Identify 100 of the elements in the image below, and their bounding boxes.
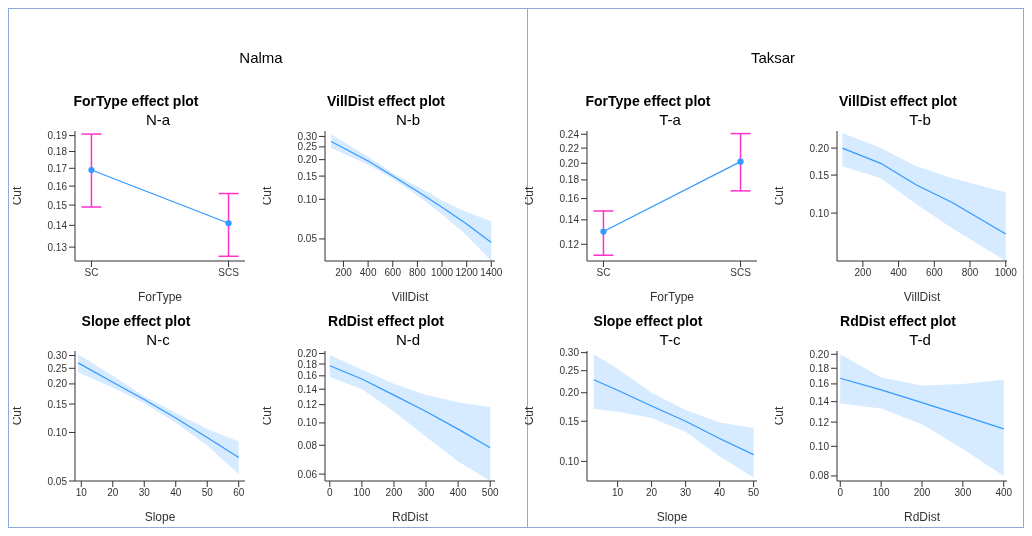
y-tick-label: 0.15 (559, 415, 580, 427)
chart-title: Slope effect plot (81, 313, 191, 329)
x-tick-label: 100 (872, 487, 890, 499)
chart-subtitle: T-b (908, 111, 932, 128)
x-axis-title: RdDist (903, 510, 941, 524)
x-tick-label: 30 (138, 487, 151, 499)
chart-subtitle: N-d (394, 331, 422, 348)
y-tick-label: 0.25 (297, 141, 318, 153)
y-tick-label: 0.12 (809, 416, 830, 428)
y-axis-title: Cut (260, 186, 275, 206)
y-tick-label: 0.22 (559, 142, 580, 154)
y-tick-label: 0.08 (809, 470, 830, 482)
x-tick-label: 10 (75, 487, 88, 499)
x-tick-label: 40 (170, 487, 182, 499)
y-tick-label: 0.20 (559, 387, 580, 399)
x-tick-label: 20 (646, 487, 658, 499)
chart-title: Slope effect plot (593, 313, 703, 329)
y-tick-label: 0.18 (47, 146, 68, 158)
y-tick-label: 0.20 (809, 348, 830, 360)
x-tick-label: 60 (233, 487, 245, 499)
x-axis-title: VillDist (903, 290, 941, 304)
y-tick-label: 0.14 (809, 396, 830, 408)
y-axis-title: Cut (522, 186, 537, 206)
x-tick-label: 0 (837, 487, 844, 499)
chart-subtitle: N-b (394, 111, 422, 128)
x-tick-label: 40 (714, 487, 726, 499)
y-tick-label: 0.20 (297, 348, 318, 360)
x-tick-label: 200 (385, 487, 403, 499)
chart-subtitle: T-d (908, 331, 932, 348)
x-tick-label: 100 (353, 487, 371, 499)
x-axis-title: RdDist (391, 510, 429, 524)
chart-subtitle: N-a (144, 111, 172, 128)
y-tick-label: 0.19 (47, 130, 68, 142)
y-tick-label: 0.18 (809, 362, 830, 374)
y-tick-label: 0.20 (809, 142, 830, 154)
y-axis-title: Cut (10, 406, 25, 426)
x-tick-label: 30 (680, 487, 692, 499)
x-tick-label: 600 (925, 267, 944, 279)
x-tick-label: 10 (612, 487, 624, 499)
chart-title: VillDist effect plot (327, 93, 445, 109)
y-tick-label: 0.10 (809, 207, 830, 219)
y-tick-label: 0.16 (297, 370, 318, 382)
y-tick-label: 0.20 (47, 378, 68, 390)
x-tick-label: 200 (913, 487, 931, 499)
x-tick-label: SC (596, 267, 611, 279)
y-tick-label: 0.13 (47, 241, 68, 253)
x-tick-label: 800 (409, 267, 427, 279)
y-tick-label: 0.14 (47, 219, 68, 231)
x-tick-label: 1000 (994, 267, 1018, 279)
y-tick-label: 0.10 (559, 455, 580, 467)
x-tick-label: SCS (730, 267, 752, 279)
x-tick-label: SC (84, 267, 99, 279)
x-axis-title: Slope (656, 510, 688, 524)
y-tick-label: 0.15 (47, 398, 68, 410)
x-tick-label: 1200 (455, 267, 479, 279)
y-tick-label: 0.15 (297, 170, 318, 182)
y-tick-label: 0.25 (47, 362, 68, 374)
y-tick-label: 0.16 (47, 180, 68, 192)
y-tick-label: 0.17 (47, 162, 68, 174)
x-axis-title: ForType (137, 290, 183, 304)
y-tick-label: 0.10 (809, 440, 830, 452)
chart-title: RdDist effect plot (840, 313, 956, 329)
x-tick-label: 0 (327, 487, 334, 499)
y-tick-label: 0.15 (809, 169, 830, 181)
y-tick-label: 0.15 (47, 199, 68, 211)
y-tick-label: 0.25 (559, 365, 580, 377)
x-tick-label: 200 (854, 267, 872, 279)
y-tick-label: 0.08 (297, 439, 318, 451)
y-tick-label: 0.10 (297, 417, 318, 429)
x-tick-label: 1000 (430, 267, 454, 279)
y-tick-label: 0.20 (297, 154, 318, 166)
x-tick-label: 50 (748, 487, 760, 499)
y-tick-label: 0.16 (809, 378, 830, 390)
chart-subtitle: N-c (145, 331, 171, 348)
x-tick-label: 1400 (480, 267, 503, 279)
y-axis-title: Cut (772, 186, 787, 206)
x-tick-label: 800 (961, 267, 979, 279)
y-tick-label: 0.14 (559, 214, 580, 226)
x-tick-label: 50 (201, 487, 214, 499)
y-tick-label: 0.14 (297, 383, 318, 395)
x-axis-title: VillDist (391, 290, 429, 304)
chart-subtitle: T-c (658, 331, 682, 348)
x-tick-label: 400 (995, 487, 1013, 499)
y-axis-title: Cut (10, 186, 25, 206)
y-tick-label: 0.10 (297, 193, 318, 205)
x-tick-label: SCS (218, 267, 240, 279)
y-tick-label: 0.16 (559, 193, 580, 205)
y-tick-label: 0.30 (559, 347, 580, 359)
x-tick-label: 400 (359, 267, 377, 279)
y-tick-label: 0.06 (297, 468, 318, 480)
x-axis-title: Slope (144, 510, 176, 524)
chart-subtitle: T-a (658, 111, 682, 128)
x-tick-label: 20 (107, 487, 119, 499)
text: Nalma (238, 49, 284, 66)
x-tick-label: 500 (481, 487, 499, 499)
y-tick-label: 0.24 (559, 128, 580, 140)
chart-title: ForType effect plot (73, 93, 199, 109)
x-tick-label: 400 (890, 267, 908, 279)
y-tick-label: 0.30 (297, 131, 318, 142)
y-tick-label: 0.30 (47, 350, 68, 362)
